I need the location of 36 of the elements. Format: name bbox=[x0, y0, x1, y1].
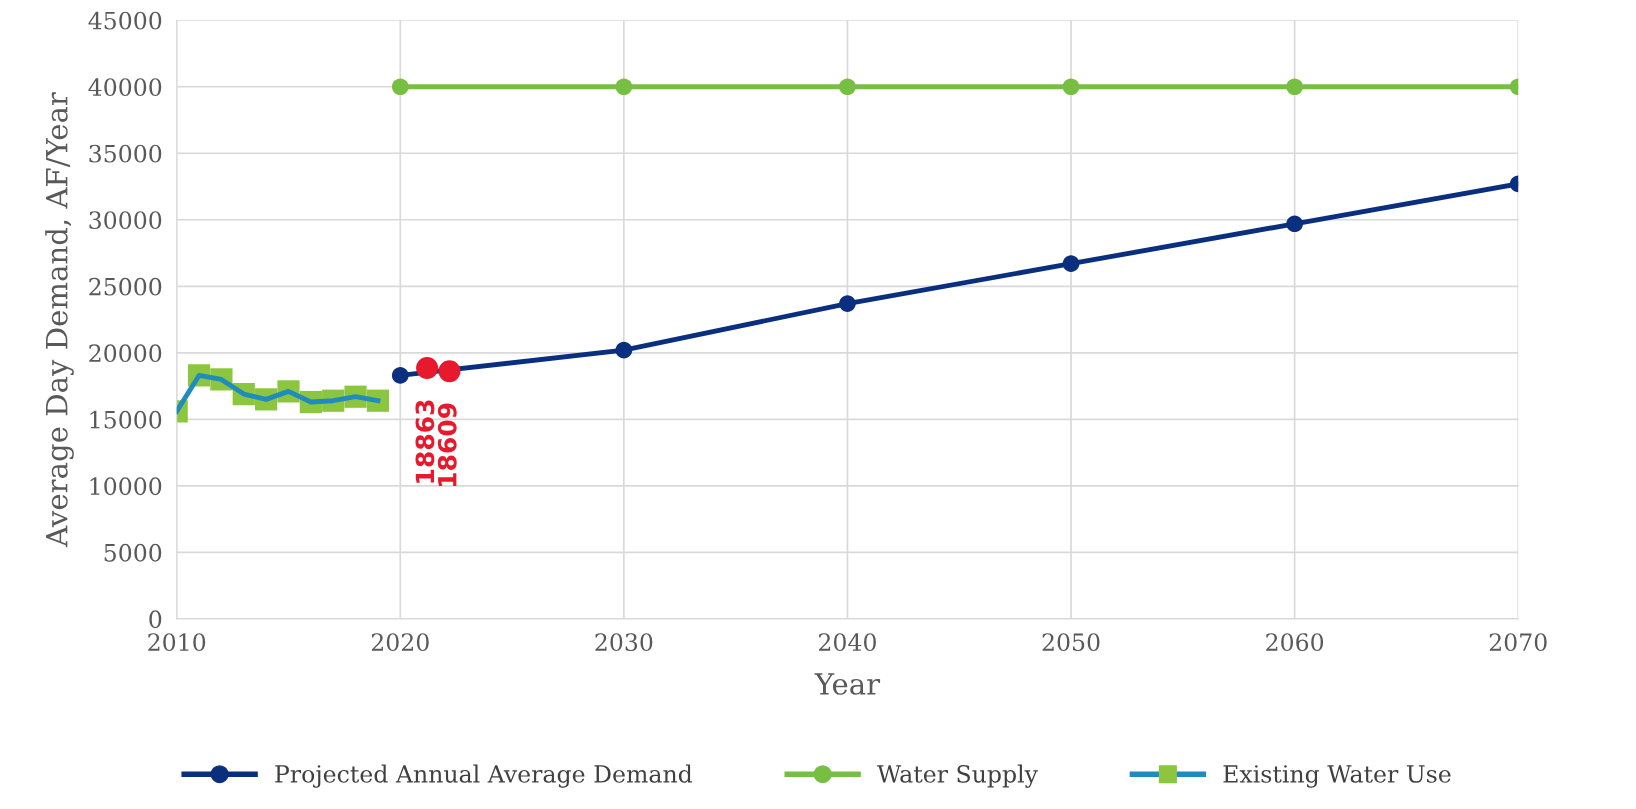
point bbox=[416, 356, 439, 379]
legend-label: Projected Annual Average Demand bbox=[275, 764, 693, 788]
y-tick-label: 45000 bbox=[88, 11, 162, 30]
x-tick-label: 2040 bbox=[819, 633, 876, 652]
point bbox=[1062, 78, 1080, 96]
point bbox=[839, 78, 856, 96]
y-tick-label: 0 bbox=[149, 610, 162, 629]
legend-label: Water Supply bbox=[877, 764, 1038, 788]
point bbox=[1286, 215, 1303, 233]
point bbox=[438, 360, 461, 383]
x-tick-label: 2050 bbox=[1042, 633, 1100, 652]
y-tick-label: 40000 bbox=[88, 78, 162, 97]
x-tick-label: 2020 bbox=[371, 633, 429, 652]
x-tick-label: 2010 bbox=[148, 633, 206, 652]
y-axis-title: Average Day Demand, AF/Year bbox=[45, 92, 74, 548]
y-tick-label: 10000 bbox=[90, 477, 162, 496]
data-label: 18609 bbox=[437, 403, 457, 487]
data-label: 18863 bbox=[415, 400, 435, 483]
x-tick-label: 2070 bbox=[1489, 633, 1547, 652]
x-tick-label: 2060 bbox=[1266, 633, 1324, 652]
y-tick-label: 25000 bbox=[89, 277, 162, 296]
legend-label: Existing Water Use bbox=[1223, 765, 1451, 788]
point bbox=[391, 78, 409, 96]
point bbox=[839, 295, 856, 312]
point bbox=[391, 367, 409, 384]
point bbox=[615, 341, 633, 359]
y-tick-label: 15000 bbox=[90, 410, 162, 429]
y-tick-label: 5000 bbox=[104, 543, 162, 562]
y-tick-label: 35000 bbox=[89, 144, 162, 163]
y-tick-label: 20000 bbox=[89, 344, 162, 363]
point bbox=[615, 78, 633, 96]
point bbox=[1286, 78, 1303, 96]
point bbox=[1062, 255, 1080, 273]
y-tick-label: 30000 bbox=[89, 211, 162, 230]
x-axis-title: Year bbox=[814, 673, 881, 695]
x-tick-label: 2030 bbox=[595, 633, 653, 652]
